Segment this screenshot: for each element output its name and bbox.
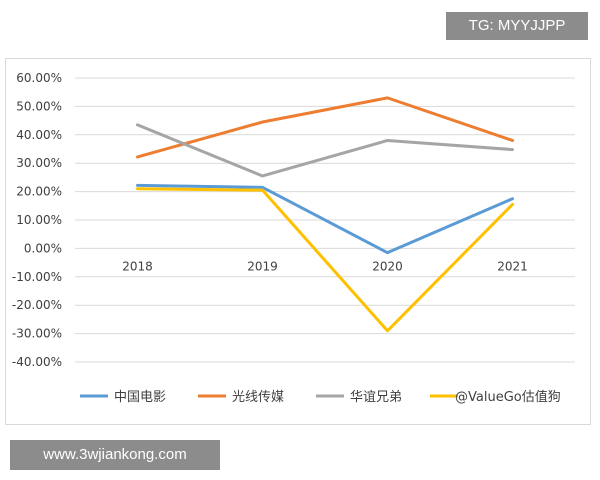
legend: 中国电影 光线传媒 华谊兄弟 @ValueGo估值狗 (80, 389, 561, 405)
y-tick-label: 0.00% (24, 241, 62, 255)
x-tick-label: 2019 (247, 259, 278, 273)
x-tick-label: 2018 (122, 259, 153, 273)
series-lines (136, 96, 514, 333)
watermark-top: TG: MYYJJPP (446, 12, 588, 40)
series-line (136, 96, 514, 159)
series-line (136, 183, 514, 255)
y-tick-label: 50.00% (16, 99, 62, 113)
y-tick-label: -20.00% (12, 298, 62, 312)
legend-label: 华谊兄弟 (350, 390, 402, 405)
y-tick-label: 20.00% (16, 185, 62, 199)
y-tick-label: 30.00% (16, 156, 62, 170)
y-tick-label: -30.00% (12, 327, 62, 341)
series-line (136, 187, 514, 333)
x-tick-label: 2020 (372, 259, 403, 273)
y-tick-label: -10.00% (12, 270, 62, 284)
watermark-bottom: www.3wjiankong.com (10, 440, 220, 470)
y-tick-label: 10.00% (16, 213, 62, 227)
y-axis-ticks: 60.00% 50.00% 40.00% 30.00% 20.00% 10.00% 0.00… (12, 71, 62, 369)
y-tick-label: -40.00% (12, 355, 62, 369)
y-tick-label: 40.00% (16, 128, 62, 142)
x-axis-ticks: 2018 2019 2020 2021 (122, 259, 528, 273)
legend-label: 光线传媒 (232, 390, 284, 405)
legend-label: 中国电影 (114, 390, 166, 405)
y-tick-label: 60.00% (16, 71, 62, 85)
x-tick-label: 2021 (497, 259, 528, 273)
series-line (136, 123, 514, 178)
legend-overlay-label: @ValueGo估值狗 (455, 389, 561, 405)
chart-frame (5, 58, 591, 425)
